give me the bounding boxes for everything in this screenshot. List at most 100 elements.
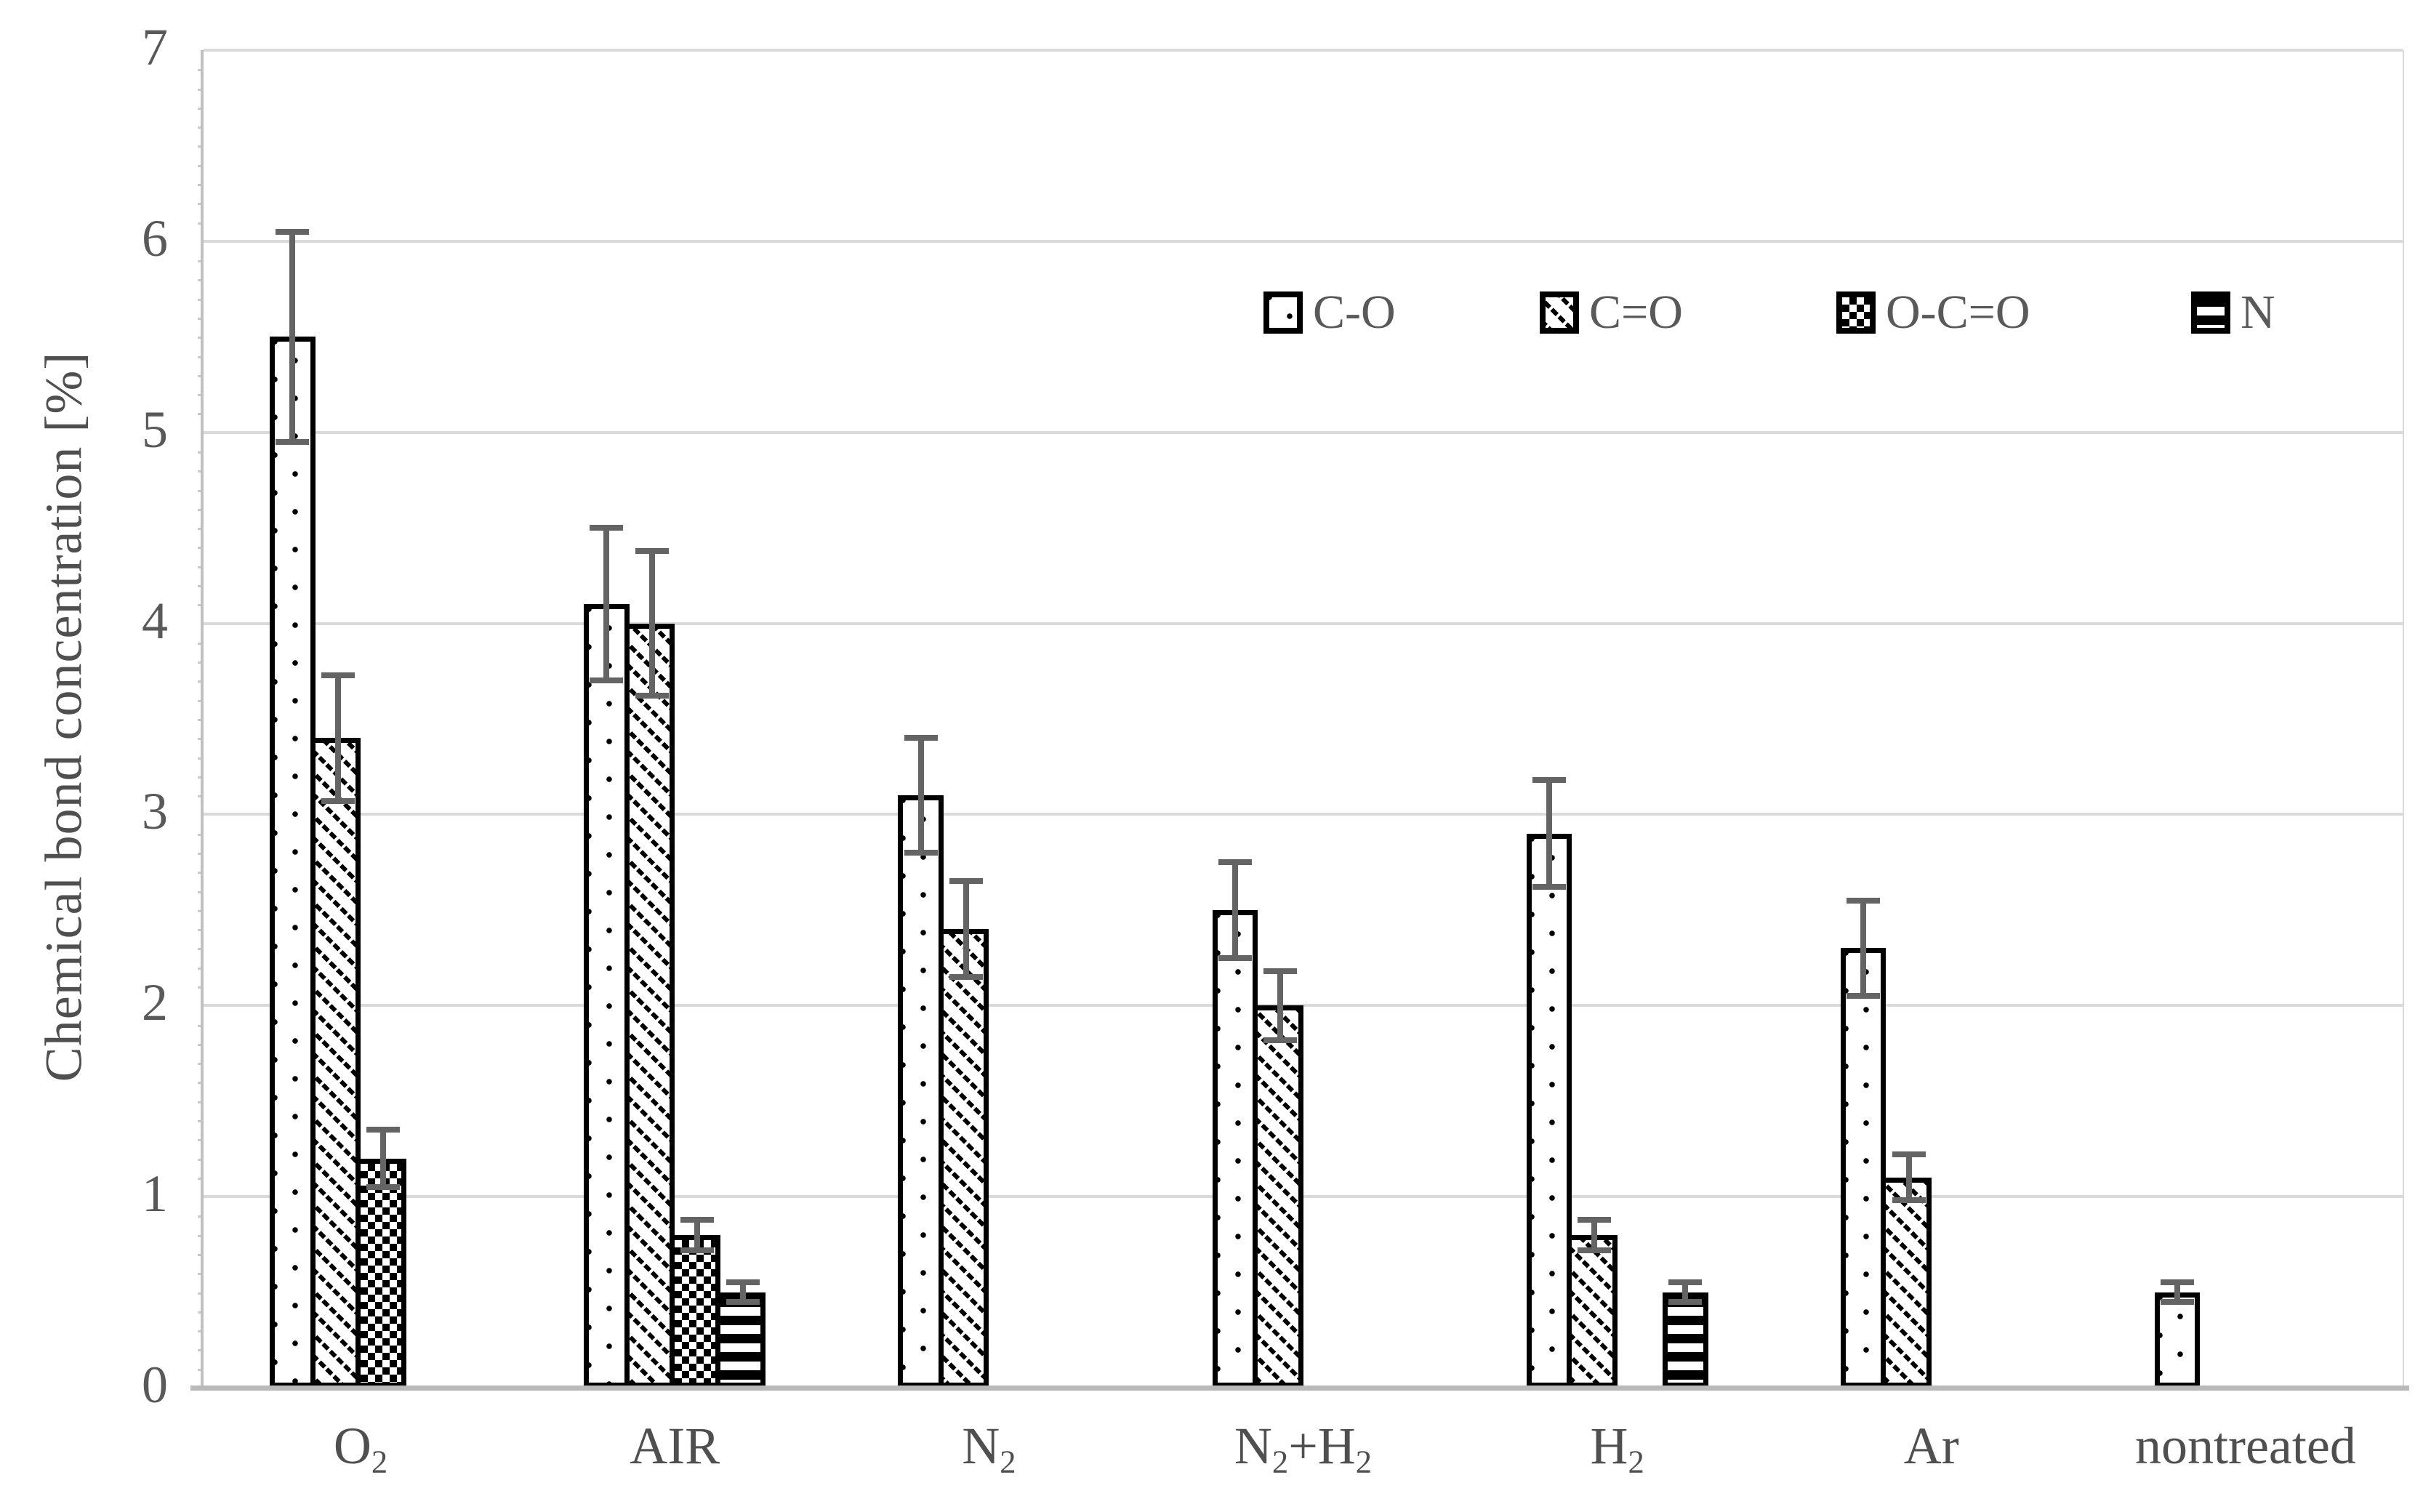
error-bar-cap-bottom [1847,993,1881,1000]
error-bar-cap-top [1578,1216,1612,1223]
error-bar-cap-bottom [904,850,938,856]
y-axis-minor-tick [198,1368,201,1371]
y-axis-minor-tick [198,1330,201,1333]
error-bar-cap-bottom [1578,1247,1612,1253]
y-axis-minor-tick [198,776,201,779]
y-tick-label-2: 2 [142,973,169,1032]
label-text: AIR [630,1417,720,1475]
y-axis-minor-tick [198,890,201,893]
error-bar-C-O-nontreated [2174,1282,2181,1302]
y-axis-minor-tick [198,355,201,358]
y-tick-label-1: 1 [142,1165,169,1223]
error-bar-C=O-O2 [334,675,341,802]
error-bar-C=O-AIR [648,550,655,696]
error-bar-cap-top [1263,968,1298,974]
error-bar-C-O-O2 [289,231,296,442]
y-axis-minor-tick [198,1273,201,1276]
error-bar-cap-bottom [590,677,624,684]
error-bar-C-O-AIR [603,528,610,681]
error-bar-O-C=O-O2 [380,1130,387,1187]
y-axis-minor-tick [198,184,201,186]
y-axis-minor-tick [198,508,201,511]
y-axis-minor-tick [198,528,201,531]
x-category-label-nontreated: nontreated [2135,1416,2356,1476]
y-axis-minor-tick [198,298,201,301]
y-axis-minor-tick [198,1349,201,1352]
error-bar-cap-top [904,735,938,741]
bar-C=O-O2 [315,738,361,1388]
error-bar-cap-top [276,228,310,235]
y-axis-minor-tick [198,929,201,932]
bar-C=O-N2+H2 [1258,1005,1303,1388]
y-axis-minor-tick [198,585,201,587]
error-bar-cap-top [1218,859,1252,866]
error-bar-cap-top [1668,1279,1703,1286]
y-axis-minor-tick [198,470,201,473]
bar-C-O-O2 [270,337,316,1388]
error-bar-C=O-N2 [963,881,970,977]
error-bar-cap-top [1847,897,1881,904]
y-axis-minor-tick [198,126,201,129]
y-axis-minor-tick [198,986,201,989]
y-axis-minor-tick [198,203,201,206]
error-bar-cap-bottom [2161,1298,2195,1305]
label-text: N [962,1417,1000,1475]
error-bar-cap-top [1532,777,1566,784]
error-bar-cap-bottom [726,1298,760,1305]
error-bar-cap-bottom [276,438,310,445]
error-bar-cap-bottom [1892,1197,1926,1204]
error-bar-cap-bottom [949,973,984,980]
label-text: +H [1288,1417,1356,1475]
bar-N-H2 [1663,1292,1708,1388]
error-bar-C-O-N2 [917,738,924,853]
error-bar-cap-bottom [1668,1298,1703,1305]
legend-label: O-C=O [1886,286,2030,339]
y-axis-minor-tick [198,872,201,874]
y-axis-minor-tick [198,795,201,798]
error-bar-cap-bottom [635,693,669,699]
y-axis-minor-tick [198,642,201,645]
y-axis-minor-tick [198,547,201,550]
y-axis-minor-tick [198,318,201,320]
legend-item-C=O: C=O [1540,285,1683,340]
y-axis-minor-tick [198,662,201,664]
error-bar-C=O-N2+H2 [1277,970,1284,1040]
y-axis-minor-tick [198,719,201,721]
gridline-y-6 [204,239,2403,243]
bar-O-C=O-AIR [675,1234,720,1388]
gridline-y-2 [204,1004,2403,1008]
y-axis-minor-tick [198,164,201,167]
gridline-y-3 [204,813,2403,816]
legend-item-O-C=O: O-C=O [1836,285,2030,340]
subscript-text: 2 [371,1443,388,1480]
gridline-y-5 [204,430,2403,434]
error-bar-C-O-N2+H2 [1231,862,1238,958]
y-axis-minor-tick [198,699,201,702]
error-bar-N-AIR [739,1282,746,1302]
error-bar-cap-top [635,547,669,554]
y-axis-minor-tick [198,1120,201,1122]
y-axis-minor-tick [198,69,201,72]
x-category-label-Ar: Ar [1904,1416,1959,1476]
bar-C-O-N2 [898,795,944,1388]
legend-marker-sparse-dots-icon [1263,291,1303,334]
y-axis-minor-tick [198,337,201,339]
y-axis-minor-tick [198,260,201,263]
y-axis-minor-tick [198,1063,201,1066]
bar-C-O-N2+H2 [1212,909,1258,1388]
y-axis-minor-tick [198,107,201,110]
error-bar-cap-bottom [1263,1037,1298,1043]
y-tick-label-7: 7 [142,18,169,77]
y-tick-label-0: 0 [142,1356,169,1415]
y-tick-label-6: 6 [142,209,169,268]
error-bar-cap-top [680,1216,715,1223]
y-axis-minor-tick [198,566,201,568]
x-category-label-H2: H2 [1590,1416,1644,1480]
x-category-label-N2: N2 [962,1416,1016,1478]
legend-marker-checkerboard-icon [1836,291,1876,334]
gridline-y-4 [204,622,2403,625]
bar-C=O-Ar [1886,1177,1932,1388]
subscript-text: 2 [1628,1443,1644,1480]
y-axis-minor-tick [198,853,201,855]
y-axis-minor-tick [198,1215,201,1218]
